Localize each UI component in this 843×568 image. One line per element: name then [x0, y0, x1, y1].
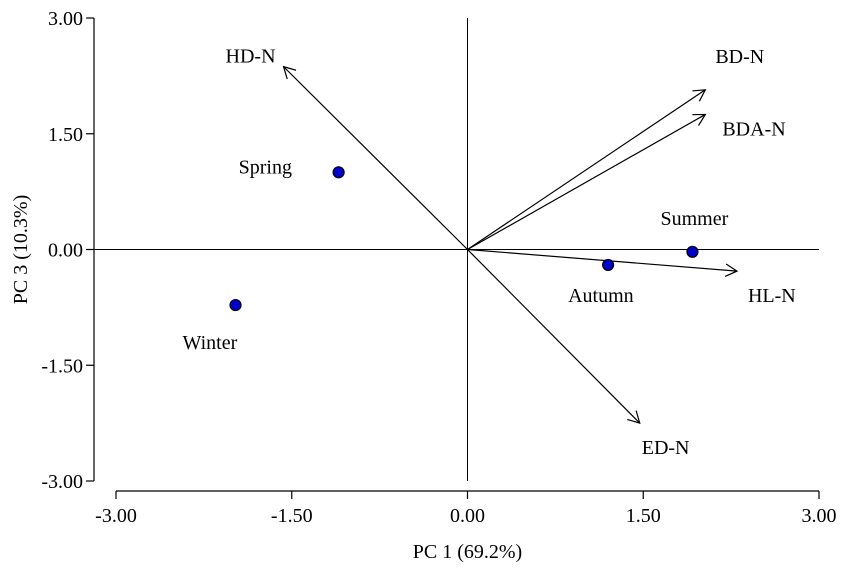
x-tick-label: 1.50 — [626, 505, 661, 527]
y-tick-label: -3.00 — [41, 471, 83, 493]
bda-n-vector-arrowhead — [692, 113, 707, 126]
y-tick-label: 0.00 — [48, 240, 83, 262]
x-tick-label: -3.00 — [95, 505, 137, 527]
summer-label: Summer — [660, 208, 728, 230]
spring-point — [332, 166, 345, 179]
y-tick-label: -1.50 — [41, 355, 83, 377]
y-axis-title: PC 3 (10.3%) — [10, 195, 32, 304]
x-tick-label: 3.00 — [802, 505, 837, 527]
hd-n-vector — [283, 66, 468, 250]
y-tick-label: 1.50 — [48, 124, 83, 146]
autumn-label: Autumn — [568, 285, 634, 307]
winter-point — [229, 298, 242, 312]
hd-n-label: HD-N — [226, 46, 276, 68]
x-axis-title: PC 1 (69.2%) — [413, 541, 522, 563]
autumn-point — [601, 258, 615, 272]
bda-n-vector — [467, 113, 706, 251]
x-axis-ticks: -3.00 -1.50 0.00 1.50 3.00 — [95, 491, 837, 527]
ed-n-vector — [467, 249, 641, 424]
bda-n-label: BDA-N — [722, 118, 785, 140]
spring-label: Spring — [239, 156, 292, 178]
loading-vectors: HD-N BD-N BDA-N HL-N ED-N — [226, 46, 796, 460]
bd-n-label: BD-N — [715, 46, 764, 68]
summer-point — [686, 245, 699, 258]
bd-n-vector — [467, 89, 706, 250]
y-tick-label: 3.00 — [48, 8, 83, 30]
hl-n-vector-arrowhead — [724, 263, 739, 277]
hl-n-label: HL-N — [748, 285, 796, 307]
x-tick-label: -1.50 — [271, 505, 313, 527]
hl-n-vector — [467, 248, 738, 272]
hd-n-vector-arrowhead — [282, 65, 297, 80]
winter-label: Winter — [183, 332, 238, 354]
ed-n-label: ED-N — [642, 437, 690, 459]
x-tick-label: 0.00 — [450, 505, 485, 527]
y-axis-ticks: 3.00 1.50 0.00 -1.50 -3.00 — [41, 8, 94, 493]
bd-n-vector-arrowhead — [692, 89, 707, 102]
score-points: Spring Winter Autumn Summer — [183, 156, 729, 354]
ed-n-vector-arrowhead — [627, 410, 641, 425]
